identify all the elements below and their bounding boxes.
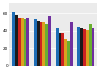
Bar — [86, 30, 89, 66]
Bar — [34, 19, 37, 66]
Bar — [61, 33, 64, 66]
Bar — [15, 15, 18, 66]
Bar — [58, 33, 61, 66]
Bar — [24, 19, 26, 66]
Bar — [70, 22, 73, 66]
Bar — [21, 18, 24, 66]
Bar — [26, 18, 29, 66]
Bar — [80, 28, 83, 66]
Bar — [12, 12, 15, 66]
Bar — [67, 41, 70, 66]
Bar — [45, 24, 48, 66]
Bar — [77, 27, 80, 66]
Bar — [18, 18, 21, 66]
Bar — [56, 28, 58, 66]
Bar — [37, 21, 40, 66]
Bar — [89, 24, 92, 66]
Bar — [92, 28, 94, 66]
Bar — [48, 16, 51, 66]
Bar — [83, 29, 86, 66]
Bar — [40, 22, 42, 66]
Bar — [64, 39, 67, 66]
Bar — [42, 22, 45, 66]
